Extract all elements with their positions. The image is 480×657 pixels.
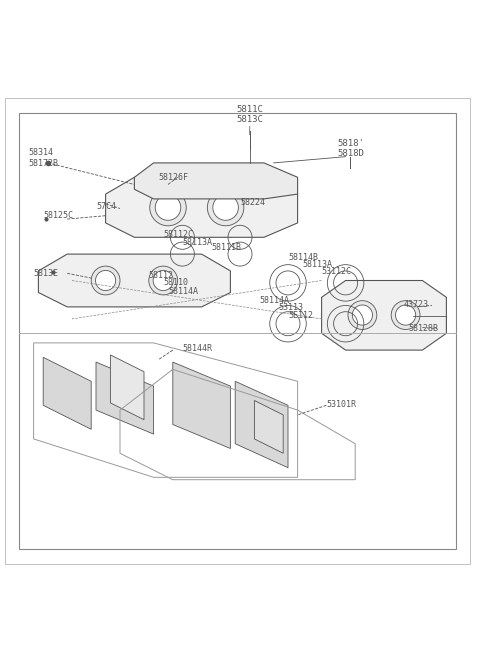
- Circle shape: [155, 194, 181, 220]
- Text: 58114B: 58114B: [288, 253, 318, 262]
- Circle shape: [153, 271, 173, 290]
- Circle shape: [348, 301, 377, 329]
- Polygon shape: [254, 401, 283, 453]
- Circle shape: [149, 266, 178, 295]
- Text: 57C4: 57C4: [96, 202, 116, 211]
- Text: 58111B: 58111B: [211, 243, 241, 252]
- Circle shape: [207, 189, 244, 226]
- Text: 58314
58172B: 58314 58172B: [29, 148, 59, 168]
- Circle shape: [391, 301, 420, 329]
- Polygon shape: [173, 362, 230, 449]
- Text: 58114A: 58114A: [259, 296, 289, 305]
- Polygon shape: [235, 381, 288, 468]
- Circle shape: [91, 266, 120, 295]
- Polygon shape: [96, 362, 154, 434]
- Polygon shape: [43, 357, 91, 429]
- Text: 58144R: 58144R: [182, 344, 212, 353]
- Circle shape: [96, 271, 116, 290]
- Polygon shape: [134, 163, 298, 199]
- Text: 43723: 43723: [403, 300, 428, 309]
- Circle shape: [396, 305, 416, 325]
- Circle shape: [213, 194, 239, 220]
- Text: 58125C: 58125C: [43, 211, 73, 220]
- Text: 5811C
5813C
|: 5811C 5813C |: [236, 105, 263, 135]
- Text: 5813E: 5813E: [34, 269, 59, 278]
- Polygon shape: [110, 355, 144, 420]
- Text: 58110: 58110: [163, 279, 188, 287]
- Circle shape: [352, 305, 372, 325]
- Polygon shape: [322, 281, 446, 350]
- Text: 58126F: 58126F: [158, 173, 188, 182]
- Text: 5E112: 5E112: [288, 311, 313, 319]
- Text: 53101R: 53101R: [326, 400, 356, 409]
- Text: 58113A: 58113A: [182, 238, 212, 246]
- Text: 53112C: 53112C: [322, 267, 351, 277]
- Text: 58113A: 58113A: [302, 260, 332, 269]
- Circle shape: [150, 189, 186, 226]
- Text: 58224: 58224: [240, 198, 265, 207]
- Polygon shape: [106, 177, 298, 237]
- Text: 53113: 53113: [278, 304, 303, 312]
- Text: 58112C: 58112C: [163, 231, 193, 239]
- Text: 5818'
5818D: 5818' 5818D: [337, 139, 364, 158]
- Text: 58114A: 58114A: [168, 286, 198, 296]
- Text: 58112: 58112: [149, 271, 174, 280]
- Text: 58128B: 58128B: [408, 324, 438, 333]
- Polygon shape: [38, 254, 230, 307]
